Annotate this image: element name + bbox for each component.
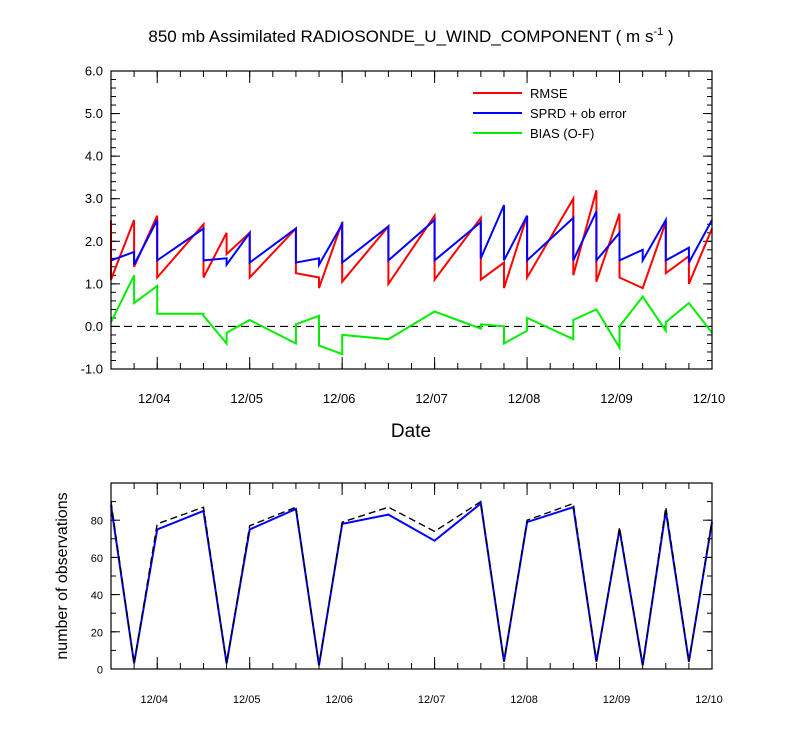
series-line-assimilated-observations: [110, 501, 713, 666]
x-tick-label: 12/04: [140, 694, 168, 706]
x-tick-label: 12/07: [415, 391, 448, 406]
legend: RMSE SPRD + ob error BIAS (O-F): [473, 86, 627, 141]
x-tick-label: 12/06: [323, 391, 356, 406]
legend-label: BIAS (O-F): [530, 126, 594, 141]
x-tick-label: 12/09: [603, 694, 631, 706]
series-line-possible-observations: [110, 500, 713, 666]
legend-label: RMSE: [530, 86, 568, 101]
chart-title: 850 mb Assimilated RADIOSONDE_U_WIND_COM…: [148, 26, 673, 46]
x-tick-label: 12/07: [418, 694, 446, 706]
top-plot-frame: [110, 70, 713, 370]
rmse-chart: 850 mb Assimilated RADIOSONDE_U_WIND_COM…: [81, 26, 726, 442]
y-tick-label: 5.0: [85, 106, 103, 121]
series-line-bias-o-f: [110, 274, 713, 356]
legend-label: SPRD + ob error: [530, 106, 627, 121]
y-tick-label: 80: [91, 516, 103, 528]
x-tick-label: 12/04: [138, 391, 171, 406]
x-tick-label: 12/08: [508, 391, 541, 406]
y-tick-label: 20: [91, 627, 103, 639]
x-axis-label: Date: [391, 421, 431, 442]
x-tick-label: 12/10: [693, 391, 726, 406]
bottom-plot-frame: [110, 482, 713, 670]
y-axis-label: number of observations: [54, 492, 71, 659]
y-tick-label: 0: [97, 665, 103, 677]
bottom-series: [110, 500, 713, 666]
top-ticks: -1.0 0.0 1.0 2.0 3.0 4.0 5.0 6.0 12/04 12/05 12/06…: [81, 64, 726, 407]
y-tick-label: 3.0: [85, 191, 103, 206]
chart-title-close: ): [663, 27, 673, 46]
x-tick-label: 12/05: [230, 391, 263, 406]
chart-title-main: 850 mb Assimilated RADIOSONDE_U_WIND_COM…: [148, 27, 653, 46]
x-tick-label: 12/08: [510, 694, 538, 706]
y-tick-label: 6.0: [85, 64, 103, 79]
y-tick-label: 1.0: [85, 276, 103, 291]
y-tick-label: 4.0: [85, 149, 103, 164]
y-tick-label: 40: [91, 590, 103, 602]
x-tick-label: 12/10: [695, 694, 723, 706]
observations-chart: 0 20 40 60 80 12/04 12/05 12/06 12/07 12/08 12/09 1…: [54, 482, 723, 706]
x-tick-label: 12/05: [233, 694, 261, 706]
y-tick-label: -1.0: [81, 362, 103, 377]
x-tick-label: 12/09: [600, 391, 633, 406]
bottom-ticks: 0 20 40 60 80 12/04 12/05 12/06 12/07 12/08 12/09 1…: [91, 482, 723, 706]
series-line-sprd-ob-error: [110, 204, 713, 269]
y-tick-label: 60: [91, 553, 103, 565]
y-tick-label: 2.0: [85, 234, 103, 249]
y-tick-label: 0.0: [85, 319, 103, 334]
top-series: [110, 189, 713, 356]
x-tick-label: 12/06: [325, 694, 353, 706]
chart-title-superscript: -1: [653, 26, 663, 38]
